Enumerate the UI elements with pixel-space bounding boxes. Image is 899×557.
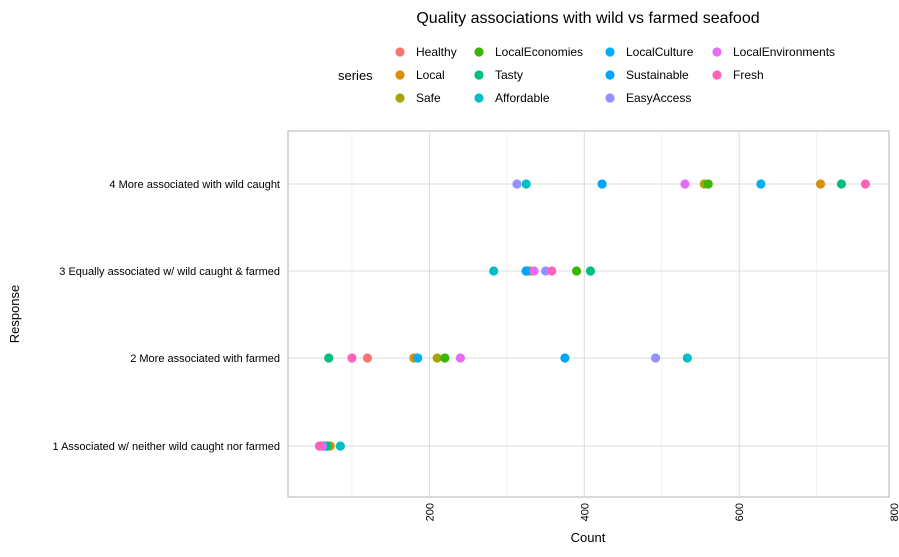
data-point	[860, 179, 871, 189]
legend-label: LocalCulture	[626, 45, 694, 59]
legend-label: LocalEconomies	[495, 45, 583, 59]
data-point	[703, 179, 713, 189]
y-tick-label: 3 Equally associated w/ wild caught & fa…	[59, 266, 280, 278]
data-point	[489, 266, 499, 276]
legend-label: Sustainable	[626, 68, 689, 82]
legend-label: Affordable	[495, 91, 550, 105]
legend-key	[474, 93, 484, 103]
legend-key	[712, 47, 722, 57]
x-tick-label: 200	[424, 503, 436, 521]
data-point	[324, 353, 334, 363]
data-point	[585, 266, 596, 276]
data-point	[815, 179, 826, 189]
legend-title: series	[338, 68, 373, 83]
grid	[288, 131, 889, 497]
data-points	[314, 179, 871, 451]
x-tick-label: 400	[579, 503, 591, 521]
data-point	[335, 441, 345, 451]
legend: series Healthy Local Safe LocalEconomies Tas…	[338, 45, 835, 105]
data-point	[680, 179, 690, 189]
data-point	[560, 353, 570, 363]
data-point	[682, 353, 692, 363]
data-point	[529, 266, 539, 276]
y-axis-label: Response	[7, 285, 22, 344]
legend-key	[395, 47, 405, 57]
data-point	[756, 179, 766, 189]
legend-key	[605, 47, 615, 57]
legend-key	[712, 70, 722, 80]
x-tick-label: 600	[734, 503, 746, 521]
data-point	[521, 179, 531, 189]
y-tick-labels: 1 Associated w/ neither wild caught nor …	[53, 179, 280, 453]
legend-label: Fresh	[733, 68, 764, 82]
data-point	[512, 179, 522, 189]
legend-label: LocalEnvironments	[733, 45, 835, 59]
plot-panel	[287, 130, 890, 498]
data-point	[347, 353, 357, 363]
data-point	[362, 353, 373, 363]
y-tick-label: 4 More associated with wild caught	[109, 179, 280, 191]
y-tick-label: 1 Associated w/ neither wild caught nor …	[53, 441, 280, 453]
legend-label: Local	[416, 68, 445, 82]
legend-key	[474, 47, 484, 57]
data-point	[650, 353, 661, 363]
x-tick-labels: 200 400 600 800	[424, 503, 899, 521]
data-point	[836, 179, 847, 189]
legend-key	[605, 70, 615, 80]
data-point	[521, 266, 531, 276]
data-point	[597, 179, 607, 189]
legend-key	[395, 70, 405, 80]
data-point	[455, 353, 465, 363]
data-point	[314, 441, 325, 451]
legend-label: Tasty	[495, 68, 523, 82]
legend-label: EasyAccess	[626, 91, 691, 105]
chart-title: Quality associations with wild vs farmed…	[416, 10, 759, 27]
legend-label: Safe	[416, 91, 441, 105]
data-point	[547, 266, 557, 276]
data-point	[440, 353, 450, 363]
legend-key	[605, 93, 615, 103]
x-axis-label: Count	[571, 530, 606, 545]
data-point	[432, 353, 442, 363]
data-point	[413, 353, 423, 363]
legend-key	[474, 70, 484, 80]
y-tick-label: 2 More associated with farmed	[130, 353, 280, 365]
x-tick-label: 800	[889, 503, 899, 521]
data-point	[571, 266, 582, 276]
legend-key	[395, 93, 405, 103]
legend-label: Healthy	[416, 45, 457, 59]
